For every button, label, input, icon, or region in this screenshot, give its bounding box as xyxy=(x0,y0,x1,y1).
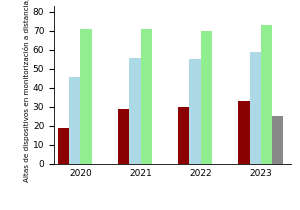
Bar xyxy=(178,107,189,164)
Bar xyxy=(58,128,69,164)
Y-axis label: Altas de dispositivos en monitorización a distancia, %: Altas de dispositivos en monitorización … xyxy=(23,0,30,182)
Bar xyxy=(250,52,261,164)
Bar xyxy=(118,109,129,164)
Bar xyxy=(80,29,92,164)
Bar xyxy=(238,101,250,164)
Bar xyxy=(140,29,152,164)
Bar xyxy=(261,25,272,164)
Bar xyxy=(201,31,212,164)
Bar xyxy=(69,76,80,164)
Bar xyxy=(129,58,140,164)
Bar xyxy=(272,116,284,164)
Bar xyxy=(189,59,201,164)
